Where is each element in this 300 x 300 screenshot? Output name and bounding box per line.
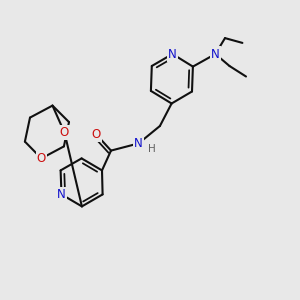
Text: N: N (211, 47, 220, 61)
Text: N: N (57, 188, 66, 201)
Text: O: O (37, 152, 46, 165)
Text: H: H (148, 144, 155, 154)
Text: N: N (168, 47, 177, 61)
Text: O: O (60, 126, 69, 139)
Text: O: O (92, 128, 100, 141)
Text: N: N (134, 137, 143, 150)
